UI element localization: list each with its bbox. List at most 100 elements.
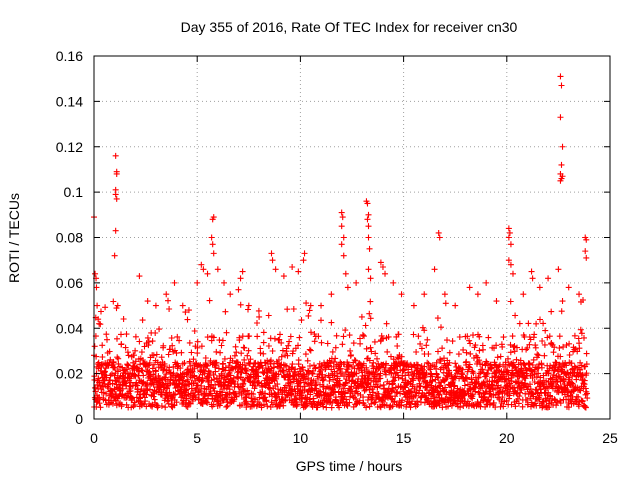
roti-point: [545, 275, 552, 282]
roti-noise-cloud: [91, 297, 591, 411]
roti-point: [92, 270, 99, 277]
roti-point: [112, 191, 119, 198]
roti-point: [493, 298, 500, 305]
y-tick-label: 0: [75, 411, 83, 427]
roti-point: [210, 250, 217, 257]
x-tick-label: 25: [602, 430, 618, 446]
roti-point: [528, 268, 535, 275]
y-tick-label: 0.12: [56, 139, 83, 155]
x-tick-label: 20: [499, 430, 515, 446]
roti-point: [198, 261, 205, 268]
roti-point: [268, 250, 275, 257]
roti-point: [441, 291, 448, 298]
roti-point: [280, 273, 287, 280]
roti-point: [365, 223, 372, 230]
roti-point: [307, 302, 314, 309]
roti-point: [340, 234, 347, 241]
roti-point: [136, 273, 143, 280]
roti-point: [398, 291, 405, 298]
x-tick-label: 0: [90, 430, 98, 446]
roti-point: [509, 270, 516, 277]
roti-point: [152, 302, 159, 309]
axes: 0 5 10 15 20 25 0 0.02 0.04 0.06 0.08 0.1 0.12 0.14 0.…: [56, 48, 618, 446]
y-tick-label: 0.02: [56, 366, 83, 382]
roti-point: [338, 209, 345, 216]
x-tick-label: 5: [193, 430, 201, 446]
roti-point: [94, 302, 101, 309]
roti-point: [364, 216, 371, 223]
roti-point: [506, 229, 513, 236]
roti-point: [436, 234, 443, 241]
roti-point: [300, 257, 307, 264]
roti-point: [557, 114, 564, 121]
roti-point: [239, 268, 246, 275]
roti-point: [507, 261, 514, 268]
roti-point: [507, 241, 514, 248]
roti-point: [301, 250, 308, 257]
roti-point: [410, 302, 417, 309]
roti-point: [559, 298, 566, 305]
roti-point: [209, 216, 216, 223]
roti-point: [558, 161, 565, 168]
roti-point: [112, 152, 119, 159]
roti-point: [505, 257, 512, 264]
roti-point: [377, 259, 384, 266]
roti-point: [245, 302, 252, 309]
roti-point: [113, 170, 120, 177]
roti-point: [209, 241, 216, 248]
roti-point: [557, 73, 564, 80]
roti-point: [353, 279, 360, 286]
roti-point: [365, 234, 372, 241]
roti-point: [365, 211, 372, 218]
roti-point: [204, 270, 211, 277]
roti-point: [338, 241, 345, 248]
roti-point: [185, 307, 192, 314]
roti-point: [269, 257, 276, 264]
roti-point: [583, 236, 590, 243]
roti-point: [111, 252, 118, 259]
roti-point: [529, 275, 536, 282]
roti-point: [583, 254, 590, 261]
roti-point: [559, 143, 566, 150]
y-tick-label: 0.04: [56, 320, 83, 336]
roti-point: [367, 275, 374, 282]
roti-point: [390, 279, 397, 286]
chart-title: Day 355 of 2016, Rate Of TEC Index for r…: [181, 19, 518, 35]
roti-point: [318, 302, 325, 309]
roti-point: [338, 223, 345, 230]
x-axis-label: GPS time / hours: [296, 458, 403, 474]
roti-point: [113, 195, 120, 202]
roti-point: [431, 266, 438, 273]
roti-point: [557, 177, 564, 184]
roti-point: [379, 263, 386, 270]
roti-point: [555, 266, 562, 273]
roti-point: [328, 291, 335, 298]
roti-point: [382, 270, 389, 277]
x-tick-label: 15: [396, 430, 412, 446]
roti-point: [582, 248, 589, 255]
roti-point: [366, 245, 373, 252]
roti-point: [483, 279, 490, 286]
roti-point: [474, 291, 481, 298]
roti-point: [289, 263, 296, 270]
roti-point: [435, 229, 442, 236]
roti-point: [95, 316, 102, 323]
y-tick-label: 0.16: [56, 48, 83, 64]
roti-point: [221, 279, 228, 286]
roti-point: [227, 291, 234, 298]
roti-point: [505, 234, 512, 241]
roti-point: [163, 291, 170, 298]
x-tick-label: 10: [293, 430, 309, 446]
grid-layer: [94, 56, 610, 419]
roti-point: [466, 284, 473, 291]
roti-point: [364, 200, 371, 207]
roti-point: [520, 291, 527, 298]
roti-point: [256, 313, 263, 320]
roti-point: [421, 291, 428, 298]
data-points: [91, 73, 591, 411]
roti-point: [558, 82, 565, 89]
y-axis-label: ROTI / TECUs: [6, 193, 22, 283]
roti-point: [237, 275, 244, 282]
roti-point: [365, 266, 372, 273]
